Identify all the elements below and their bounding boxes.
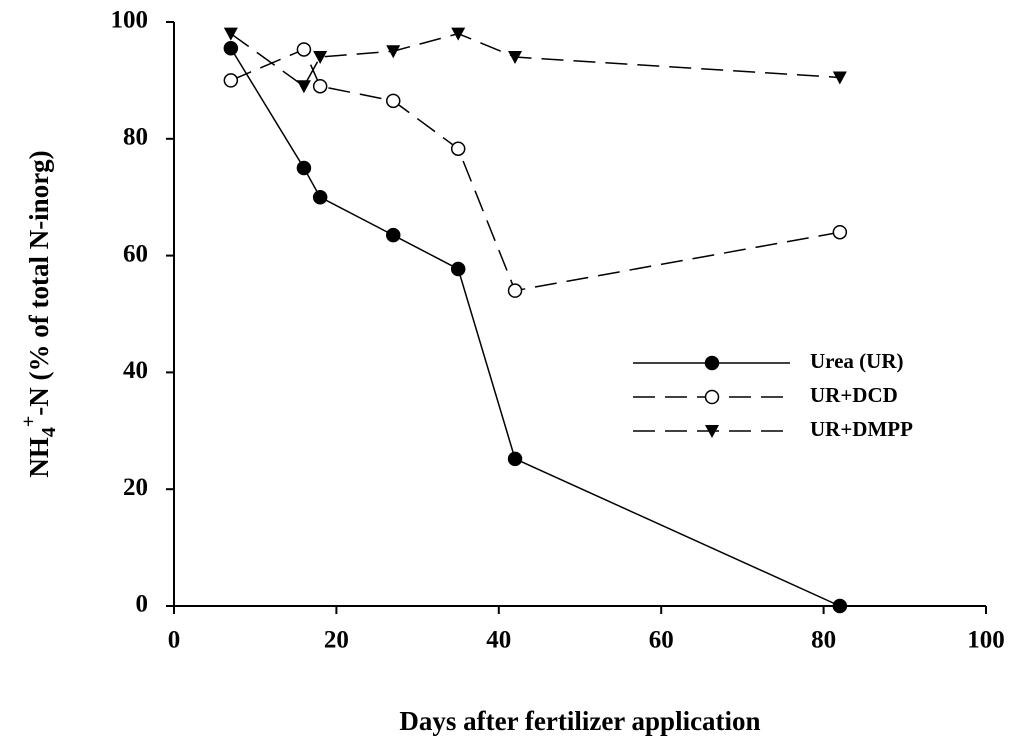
marker: [832, 598, 848, 614]
marker: [450, 261, 466, 277]
legend-label: UR+DMPP: [810, 417, 913, 441]
y-title-part: -N (% of total N-inorg): [24, 150, 54, 415]
x-axis-title: Days after fertilizer application: [399, 706, 760, 736]
legend-marker: [705, 425, 719, 438]
marker: [508, 51, 523, 65]
x-tick-label: 80: [811, 627, 836, 654]
y-title-sub: 4: [38, 427, 60, 437]
y-tick-label: 80: [123, 124, 148, 151]
legend-label: Urea (UR): [810, 349, 904, 373]
marker: [223, 73, 239, 88]
marker: [312, 189, 328, 205]
marker: [296, 80, 311, 94]
marker: [312, 78, 328, 94]
marker: [313, 51, 328, 65]
x-tick-label: 20: [324, 627, 349, 654]
marker: [450, 141, 466, 156]
y-tick-label: 20: [123, 474, 148, 501]
x-tick-label: 0: [168, 627, 181, 654]
y-tick-label: 0: [136, 591, 149, 618]
legend-label: UR+DCD: [810, 383, 898, 407]
marker: [832, 224, 848, 240]
marker: [296, 160, 312, 176]
marker: [507, 283, 523, 298]
marker: [507, 451, 523, 467]
x-tick-label: 100: [967, 627, 1005, 654]
y-title-part: NH: [24, 437, 54, 478]
marker: [385, 227, 401, 243]
legend-marker: [704, 355, 720, 371]
y-title-sup: +: [18, 416, 40, 427]
marker: [223, 41, 239, 56]
legend-marker: [704, 389, 720, 405]
marker: [385, 93, 401, 109]
marker: [296, 42, 312, 57]
marker: [386, 45, 401, 59]
y-tick-label: 40: [123, 357, 148, 384]
marker: [451, 27, 466, 41]
y-tick-label: 100: [111, 7, 149, 34]
series-line: [230, 47, 841, 607]
x-tick-label: 40: [486, 627, 511, 654]
marker: [832, 71, 847, 85]
y-tick-label: 60: [123, 240, 148, 267]
y-axis-title: NH4+-N (% of total N-inorg): [18, 150, 60, 477]
marker: [223, 27, 238, 41]
x-tick-label: 60: [649, 627, 674, 654]
